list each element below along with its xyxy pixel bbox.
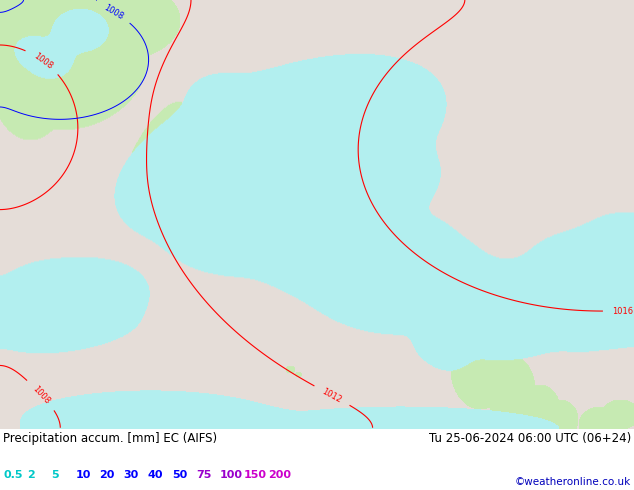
Text: 150: 150 [244,470,267,480]
Text: 40: 40 [148,470,163,480]
Text: 2: 2 [27,470,35,480]
Text: 5: 5 [51,470,59,480]
Text: 50: 50 [172,470,187,480]
Text: 200: 200 [268,470,291,480]
Text: 0.5: 0.5 [3,470,23,480]
Text: 1008: 1008 [32,51,54,71]
Text: 1012: 1012 [321,387,344,404]
Text: 1016: 1016 [612,306,633,316]
Text: Precipitation accum. [mm] EC (AIFS): Precipitation accum. [mm] EC (AIFS) [3,432,217,445]
Text: 1008: 1008 [31,384,52,406]
Text: 10: 10 [75,470,91,480]
Text: ©weatheronline.co.uk: ©weatheronline.co.uk [515,477,631,487]
Text: Tu 25-06-2024 06:00 UTC (06+24): Tu 25-06-2024 06:00 UTC (06+24) [429,432,631,445]
Text: 75: 75 [196,470,211,480]
Text: 30: 30 [124,470,139,480]
Text: 100: 100 [220,470,243,480]
Text: 1008: 1008 [101,2,124,21]
Text: 20: 20 [100,470,115,480]
